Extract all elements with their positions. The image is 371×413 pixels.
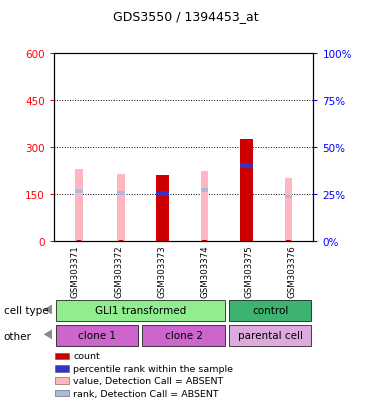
Text: parental cell: parental cell [238,330,303,340]
Text: GSM303371: GSM303371 [71,244,80,297]
Bar [56,300,225,322]
Bar [229,300,311,322]
Text: count: count [73,351,100,361]
Bar [229,325,311,347]
Text: GLI1 transformed: GLI1 transformed [95,306,186,316]
Polygon shape [44,330,52,339]
Bar [202,241,207,242]
Bar [285,195,292,199]
Bar [245,241,248,242]
Bar [117,192,125,195]
Text: rank, Detection Call = ABSENT: rank, Detection Call = ABSENT [73,389,219,398]
Text: control: control [252,306,288,316]
Text: cell type: cell type [4,306,48,316]
Bar [286,241,290,242]
Text: clone 2: clone 2 [165,330,203,340]
Bar [119,241,123,242]
Bar [285,179,292,242]
Text: GSM303375: GSM303375 [244,244,253,297]
Text: GSM303373: GSM303373 [158,244,167,297]
Bar [157,176,169,242]
Text: GSM303376: GSM303376 [288,244,296,297]
Polygon shape [44,305,52,315]
Text: other: other [4,331,32,341]
Text: GDS3550 / 1394453_at: GDS3550 / 1394453_at [113,10,258,23]
Bar [56,325,138,347]
Text: value, Detection Call = ABSENT: value, Detection Call = ABSENT [73,376,224,385]
Text: clone 1: clone 1 [78,330,116,340]
Bar [117,174,125,242]
Bar [240,140,253,242]
Bar [201,189,209,193]
Bar [240,164,253,169]
Bar [142,325,225,347]
Bar [157,192,169,196]
Text: GSM303374: GSM303374 [201,244,210,297]
Bar [75,170,83,242]
Bar [75,190,83,194]
Bar [77,241,81,242]
Text: GSM303372: GSM303372 [114,244,123,297]
Text: percentile rank within the sample: percentile rank within the sample [73,364,233,373]
Bar [201,171,209,242]
